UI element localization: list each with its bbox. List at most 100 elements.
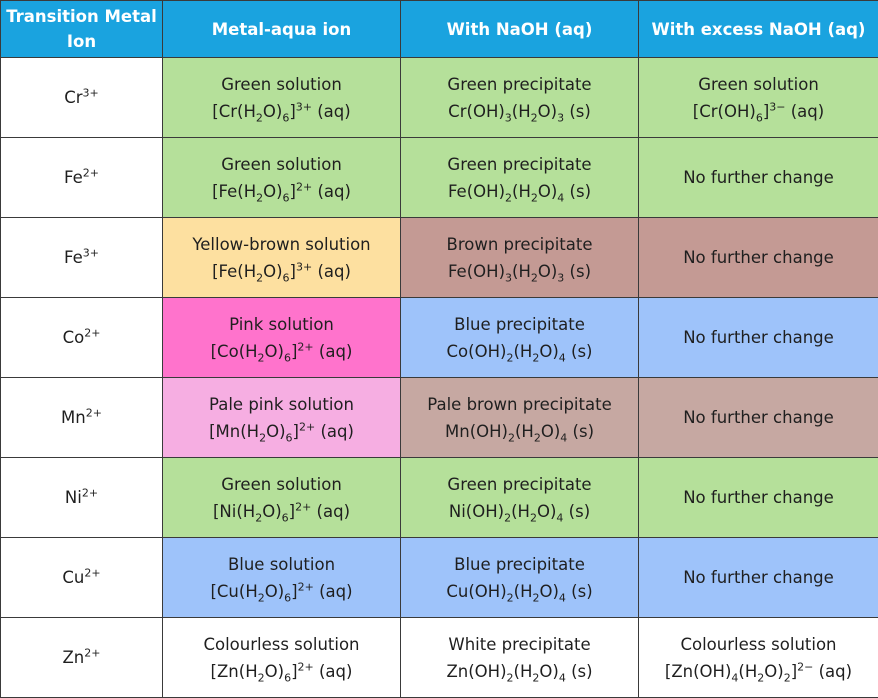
table-row: Co2+ Pink solution [Co(H2O)6]2+ (aq) Blue p… xyxy=(0,297,878,378)
excess-label: No further change xyxy=(683,328,834,347)
aqua-formula: [Co(H2O)6]2+ (aq) xyxy=(210,340,353,364)
ion-cell: Fe2+ xyxy=(0,137,163,218)
excess-label: No further change xyxy=(683,488,834,507)
ion-cell: Ni2+ xyxy=(0,457,163,538)
aqua-label: Yellow-brown solution xyxy=(192,234,371,254)
naoh-formula: Fe(OH)2(H2O)4 (s) xyxy=(447,181,592,204)
naoh-formula: Mn(OH)2(H2O)4 (s) xyxy=(444,421,595,444)
naoh-cell: Green precipitate Cr(OH)3(H2O)3 (s) xyxy=(400,57,639,138)
header-aqua: Metal-aqua ion xyxy=(162,0,401,58)
ion-cell: Cr3+ xyxy=(0,57,163,138)
aqua-cell: Blue solution [Cu(H2O)6]2+ (aq) xyxy=(162,537,401,618)
ion-cell: Mn2+ xyxy=(0,377,163,458)
ion-cell: Zn2+ xyxy=(0,617,163,698)
ion-charge: 2+ xyxy=(84,566,101,580)
naoh-label: Green precipitate xyxy=(447,474,592,494)
header-row: Transition Metal Ion Metal-aqua ion With… xyxy=(0,0,878,58)
aqua-label: Green solution xyxy=(221,474,342,494)
aqua-label: Blue solution xyxy=(227,554,336,574)
aqua-cell: Green solution [Fe(H2O)6]2+ (aq) xyxy=(162,137,401,218)
aqua-cell: Green solution [Cr(H2O)6]3+ (aq) xyxy=(162,57,401,138)
table-row: Mn2+ Pale pink solution [Mn(H2O)6]2+ (aq) P… xyxy=(0,377,878,458)
aqua-formula: [Fe(H2O)6]3+ (aq) xyxy=(212,260,351,284)
naoh-formula: Fe(OH)3(H2O)3 (s) xyxy=(447,261,592,284)
excess-label: Colourless solution xyxy=(680,634,837,654)
naoh-formula: Co(OH)2(H2O)4 (s) xyxy=(446,341,593,364)
aqua-formula: [Ni(H2O)6]2+ (aq) xyxy=(212,500,351,524)
table-row: Cu2+ Blue solution [Cu(H2O)6]2+ (aq) Blue p… xyxy=(0,537,878,618)
naoh-cell: Brown precipitate Fe(OH)3(H2O)3 (s) xyxy=(400,217,639,298)
excess-cell: No further change xyxy=(638,377,878,458)
excess-formula: [Cr(OH)6]3− (aq) xyxy=(692,100,825,124)
aqua-cell: Pale pink solution [Mn(H2O)6]2+ (aq) xyxy=(162,377,401,458)
table-row: Fe2+ Green solution [Fe(H2O)6]2+ (aq) Green… xyxy=(0,137,878,218)
naoh-formula: Cu(OH)2(H2O)4 (s) xyxy=(446,581,593,604)
excess-cell: No further change xyxy=(638,457,878,538)
aqua-label: Green solution xyxy=(221,74,342,94)
table-body: Cr3+ Green solution [Cr(H2O)6]3+ (aq) Green… xyxy=(0,57,878,698)
ion-symbol: Zn xyxy=(62,648,85,667)
aqua-cell: Pink solution [Co(H2O)6]2+ (aq) xyxy=(162,297,401,378)
aqua-formula: [Zn(H2O)6]2+ (aq) xyxy=(210,660,353,684)
excess-cell: No further change xyxy=(638,297,878,378)
table-row: Cr3+ Green solution [Cr(H2O)6]3+ (aq) Green… xyxy=(0,57,878,138)
aqua-cell: Yellow-brown solution [Fe(H2O)6]3+ (aq) xyxy=(162,217,401,298)
aqua-cell: Green solution [Ni(H2O)6]2+ (aq) xyxy=(162,457,401,538)
naoh-cell: Pale brown precipitate Mn(OH)2(H2O)4 (s) xyxy=(400,377,639,458)
table-row: Fe3+ Yellow-brown solution [Fe(H2O)6]3+ (a… xyxy=(0,217,878,298)
naoh-cell: Green precipitate Ni(OH)2(H2O)4 (s) xyxy=(400,457,639,538)
naoh-formula: Cr(OH)3(H2O)3 (s) xyxy=(448,101,591,124)
naoh-cell: Green precipitate Fe(OH)2(H2O)4 (s) xyxy=(400,137,639,218)
ion-cell: Co2+ xyxy=(0,297,163,378)
ion-symbol: Cu xyxy=(62,568,85,587)
ion-cell: Fe3+ xyxy=(0,217,163,298)
ion-symbol: Cr xyxy=(64,88,83,107)
excess-cell: Green solution [Cr(OH)6]3− (aq) xyxy=(638,57,878,138)
aqua-formula: [Mn(H2O)6]2+ (aq) xyxy=(209,420,354,444)
aqua-formula: [Cr(H2O)6]3+ (aq) xyxy=(212,100,351,124)
ion-charge: 3+ xyxy=(82,246,99,260)
ion-charge: 3+ xyxy=(82,86,99,100)
aqua-label: Pale pink solution xyxy=(209,394,354,414)
header-ion: Transition Metal Ion xyxy=(0,0,163,58)
naoh-cell: White precipitate Zn(OH)2(H2O)4 (s) xyxy=(400,617,639,698)
ion-charge: 2+ xyxy=(85,406,102,420)
naoh-label: Brown precipitate xyxy=(446,234,593,254)
ion-charge: 2+ xyxy=(84,326,101,340)
excess-label: Green solution xyxy=(698,74,819,94)
ion-charge: 2+ xyxy=(82,166,99,180)
excess-cell: No further change xyxy=(638,137,878,218)
ion-symbol: Mn xyxy=(61,408,86,427)
excess-formula: [Zn(OH)4(H2O)2]2− (aq) xyxy=(664,660,853,684)
header-excess: With excess NaOH (aq) xyxy=(638,0,878,58)
ion-symbol: Fe xyxy=(64,248,83,267)
ion-cell: Cu2+ xyxy=(0,537,163,618)
naoh-cell: Blue precipitate Cu(OH)2(H2O)4 (s) xyxy=(400,537,639,618)
aqua-cell: Colourless solution [Zn(H2O)6]2+ (aq) xyxy=(162,617,401,698)
naoh-cell: Blue precipitate Co(OH)2(H2O)4 (s) xyxy=(400,297,639,378)
excess-label: No further change xyxy=(683,568,834,587)
header-naoh: With NaOH (aq) xyxy=(400,0,639,58)
ion-symbol: Fe xyxy=(64,168,83,187)
aqua-label: Green solution xyxy=(221,154,342,174)
naoh-formula: Zn(OH)2(H2O)4 (s) xyxy=(446,661,593,684)
ion-symbol: Ni xyxy=(64,488,82,507)
naoh-label: Blue precipitate xyxy=(454,314,585,334)
aqua-formula: [Cu(H2O)6]2+ (aq) xyxy=(210,580,353,604)
table-row: Zn2+ Colourless solution [Zn(H2O)6]2+ (aq)… xyxy=(0,617,878,698)
excess-cell: Colourless solution [Zn(OH)4(H2O)2]2− (aq… xyxy=(638,617,878,698)
aqua-formula: [Fe(H2O)6]2+ (aq) xyxy=(212,180,351,204)
ion-symbol: Co xyxy=(62,328,85,347)
naoh-label: Green precipitate xyxy=(447,154,592,174)
excess-label: No further change xyxy=(683,248,834,267)
excess-cell: No further change xyxy=(638,537,878,618)
table-row: Ni2+ Green solution [Ni(H2O)6]2+ (aq) Green… xyxy=(0,457,878,538)
aqua-label: Colourless solution xyxy=(203,634,360,654)
naoh-label: Green precipitate xyxy=(447,74,592,94)
excess-label: No further change xyxy=(683,168,834,187)
naoh-label: Blue precipitate xyxy=(454,554,585,574)
ion-charge: 2+ xyxy=(81,486,99,500)
excess-cell: No further change xyxy=(638,217,878,298)
naoh-formula: Ni(OH)2(H2O)4 (s) xyxy=(448,501,591,524)
